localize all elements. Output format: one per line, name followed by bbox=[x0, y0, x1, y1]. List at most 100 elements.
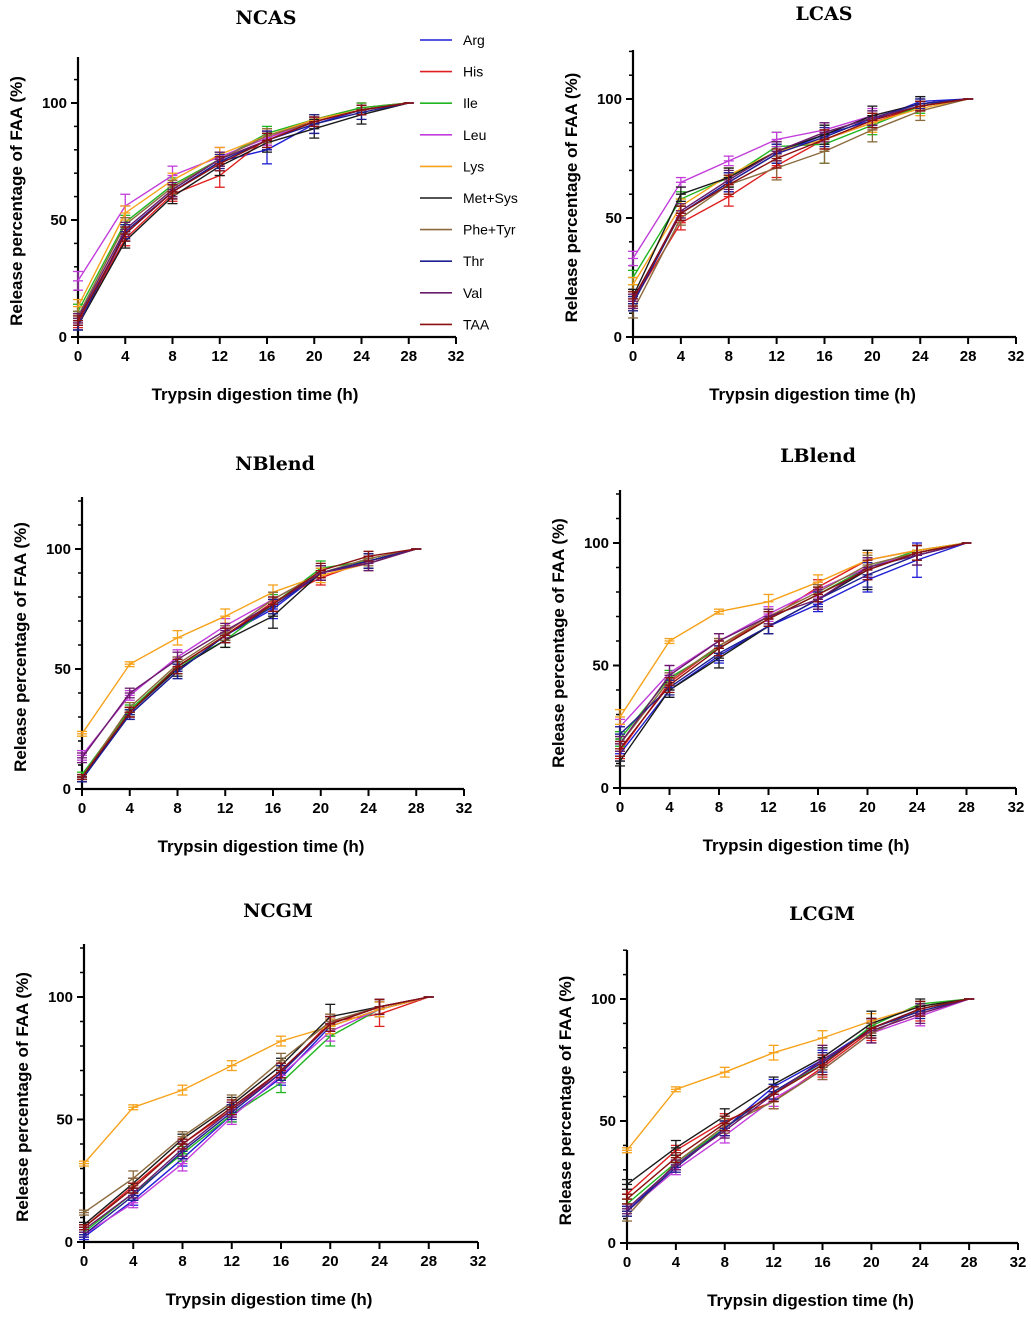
x-axis-label: Trypsin digestion time (h) bbox=[166, 1290, 373, 1309]
series-met-sys bbox=[622, 998, 975, 1190]
x-tick-label: 28 bbox=[400, 348, 417, 365]
series-line bbox=[77, 102, 409, 326]
legend-item: Phe+Tyr bbox=[420, 222, 516, 238]
series-line bbox=[81, 548, 417, 778]
x-tick-label: 16 bbox=[273, 1253, 290, 1270]
x-tick-label: 32 bbox=[456, 800, 473, 817]
series-his bbox=[615, 542, 972, 760]
series-line bbox=[77, 102, 409, 326]
chart-title: NCAS bbox=[236, 7, 297, 29]
x-tick-label: 32 bbox=[1010, 1254, 1027, 1271]
series-taa bbox=[622, 998, 975, 1205]
series-val bbox=[77, 548, 422, 764]
x-tick-label: 4 bbox=[665, 799, 674, 816]
x-axis-label: Trypsin digestion time (h) bbox=[707, 1291, 914, 1310]
x-tick-label: 8 bbox=[715, 799, 723, 816]
series-line bbox=[81, 548, 417, 776]
legend-item: Val bbox=[420, 285, 482, 301]
legend-label: TAA bbox=[463, 316, 490, 332]
y-tick-label: 0 bbox=[614, 329, 622, 346]
chart-panel-lcas: LCAS 0 50 100 0 4 8 12 16 20 24 28 32 Trypsin digesti… bbox=[562, 3, 1024, 404]
legend-label: His bbox=[463, 64, 483, 80]
series-line bbox=[626, 998, 970, 1200]
x-axis-label: Trypsin digestion time (h) bbox=[709, 385, 916, 404]
x-tick-label: 4 bbox=[677, 348, 686, 365]
legend-label: Phe+Tyr bbox=[463, 222, 516, 238]
y-tick-label: 50 bbox=[56, 1112, 73, 1129]
y-tick-label: 100 bbox=[597, 91, 622, 108]
x-tick-label: 24 bbox=[912, 1254, 929, 1271]
y-axis-label: Release percentage of FAA (%) bbox=[562, 73, 581, 323]
series-line bbox=[632, 98, 969, 302]
series-ile bbox=[73, 102, 414, 319]
series-taa bbox=[73, 102, 414, 326]
x-tick-label: 16 bbox=[265, 800, 282, 817]
series-line bbox=[626, 998, 970, 1212]
y-tick-label: 50 bbox=[50, 212, 67, 229]
series-line bbox=[626, 998, 970, 1212]
x-tick-label: 8 bbox=[721, 1254, 729, 1271]
x-tick-label: 24 bbox=[353, 348, 370, 365]
legend-label: Ile bbox=[463, 95, 478, 111]
x-tick-label: 28 bbox=[960, 348, 977, 365]
x-tick-label: 28 bbox=[408, 800, 425, 817]
y-axis-label: Release percentage of FAA (%) bbox=[11, 522, 30, 772]
legend-item: Ile bbox=[420, 95, 478, 111]
chart-panel-lblend: LBlend 0 50 100 0 4 8 12 16 20 24 28 32 Trypsin diges… bbox=[549, 445, 1024, 855]
series-arg bbox=[622, 998, 975, 1217]
x-tick-label: 8 bbox=[178, 1253, 186, 1270]
series-line bbox=[619, 542, 967, 745]
series-line bbox=[626, 998, 970, 1217]
series-line bbox=[626, 998, 970, 1185]
x-tick-label: 0 bbox=[623, 1254, 631, 1271]
x-tick-label: 20 bbox=[322, 1253, 339, 1270]
series-ile bbox=[615, 542, 972, 747]
x-tick-label: 32 bbox=[448, 348, 465, 365]
x-tick-label: 12 bbox=[211, 348, 228, 365]
y-tick-label: 50 bbox=[605, 210, 622, 227]
series-line bbox=[632, 98, 969, 300]
series-line bbox=[619, 542, 967, 752]
x-tick-label: 16 bbox=[816, 348, 833, 365]
legend-item: His bbox=[420, 64, 483, 80]
series-arg bbox=[615, 542, 972, 762]
chart-title: LCGM bbox=[789, 903, 855, 925]
y-tick-label: 100 bbox=[591, 991, 616, 1008]
series-leu bbox=[77, 548, 422, 761]
x-tick-label: 28 bbox=[961, 1254, 978, 1271]
x-tick-label: 8 bbox=[173, 800, 181, 817]
series-leu bbox=[628, 98, 974, 267]
x-tick-label: 12 bbox=[760, 799, 777, 816]
legend-item: Met+Sys bbox=[420, 190, 518, 206]
series-line bbox=[632, 98, 969, 302]
y-axis-label: Release percentage of FAA (%) bbox=[13, 972, 32, 1222]
series-line bbox=[619, 542, 967, 750]
legend-item: Thr bbox=[420, 253, 484, 269]
series-phe-tyr bbox=[73, 102, 414, 322]
y-tick-label: 0 bbox=[601, 780, 609, 797]
series-line bbox=[77, 102, 409, 317]
series-line bbox=[619, 542, 967, 755]
x-tick-label: 24 bbox=[371, 1253, 388, 1270]
x-tick-label: 12 bbox=[765, 1254, 782, 1271]
x-tick-label: 20 bbox=[864, 348, 881, 365]
series-line bbox=[81, 548, 417, 778]
legend-label: Met+Sys bbox=[463, 190, 518, 206]
x-tick-label: 4 bbox=[126, 800, 135, 817]
series-line bbox=[81, 548, 417, 780]
series-line bbox=[626, 998, 970, 1205]
x-tick-label: 4 bbox=[129, 1253, 138, 1270]
chart-title: NCGM bbox=[243, 900, 313, 922]
chart-title: LBlend bbox=[780, 445, 856, 467]
y-tick-label: 100 bbox=[584, 535, 609, 552]
legend-label: Lys bbox=[463, 158, 484, 174]
y-tick-label: 0 bbox=[608, 1235, 616, 1252]
series-line bbox=[83, 996, 429, 1233]
series-line bbox=[77, 102, 409, 326]
series-line bbox=[77, 102, 409, 321]
series-line bbox=[619, 542, 967, 745]
legend-item: TAA bbox=[420, 316, 490, 332]
series-line bbox=[632, 98, 969, 312]
series-ile bbox=[79, 996, 434, 1236]
